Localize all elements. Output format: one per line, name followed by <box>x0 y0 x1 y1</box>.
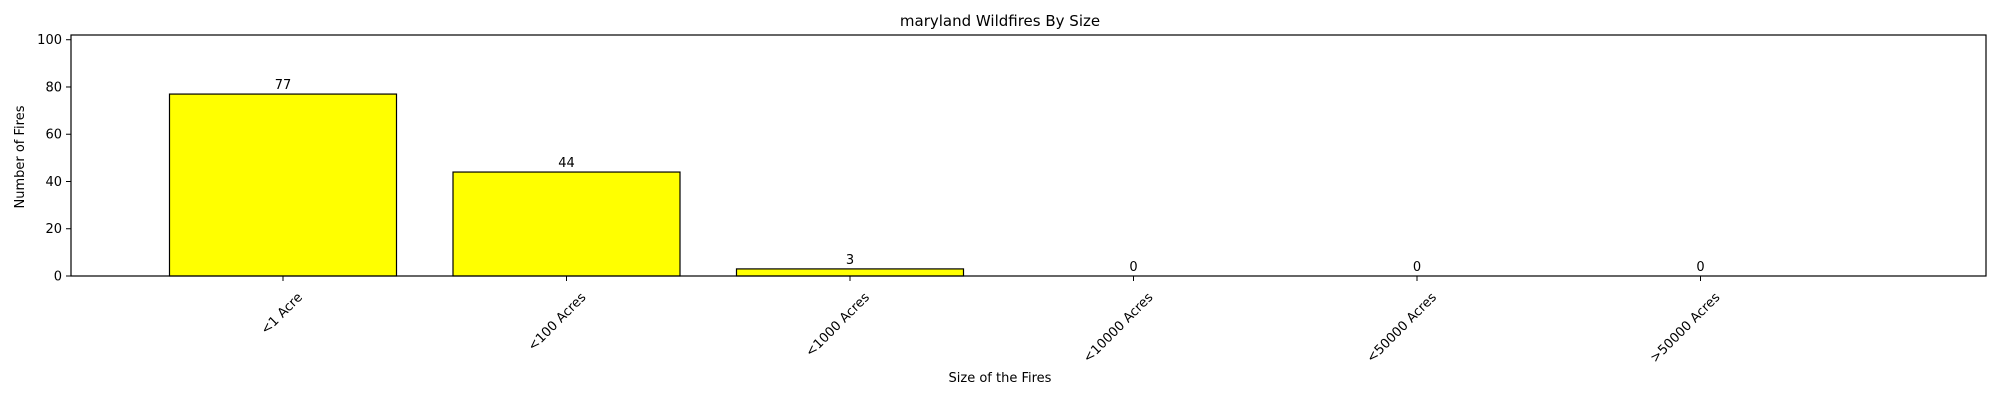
plot-frame <box>70 34 1987 277</box>
plot-area: 77 <1 Acre 44 <100 Acres 3 <1000 Acres 0 <10000… <box>37 33 1987 366</box>
bar-value-label-4: 0 <box>1413 260 1421 275</box>
x-tick-label-2: <1000 Acres <box>803 290 873 360</box>
bar-value-label-0: 77 <box>275 78 292 93</box>
bar-value-label-1: 44 <box>558 156 575 171</box>
y-tick-label-5: 100 <box>37 33 62 48</box>
bar-2 <box>735 268 965 277</box>
y-tick-label-4: 80 <box>45 80 62 95</box>
chart-title: maryland Wildfires By Size <box>900 12 1100 30</box>
x-tick-label-3: <10000 Acres <box>1081 290 1157 366</box>
x-axis-label: Size of the Fires <box>949 371 1052 386</box>
x-tick-label-0: <1 Acre <box>258 290 305 337</box>
x-tick-label-1: <100 Acres <box>525 290 589 354</box>
x-tick-label-5: >50000 Acres <box>1648 290 1724 366</box>
bar-value-label-5: 0 <box>1696 260 1704 275</box>
bar-1 <box>452 171 681 277</box>
y-tick-label-3: 60 <box>45 128 62 143</box>
bar-0 <box>168 93 398 277</box>
y-tick-label-0: 0 <box>54 270 62 285</box>
bar-value-label-3: 0 <box>1129 260 1137 275</box>
y-tick-label-1: 20 <box>45 222 62 237</box>
x-tick-label-4: <50000 Acres <box>1364 290 1440 366</box>
y-tick-label-2: 40 <box>45 175 62 190</box>
y-axis-label: Number of Fires <box>13 105 28 208</box>
bar-value-label-2: 3 <box>846 253 854 268</box>
